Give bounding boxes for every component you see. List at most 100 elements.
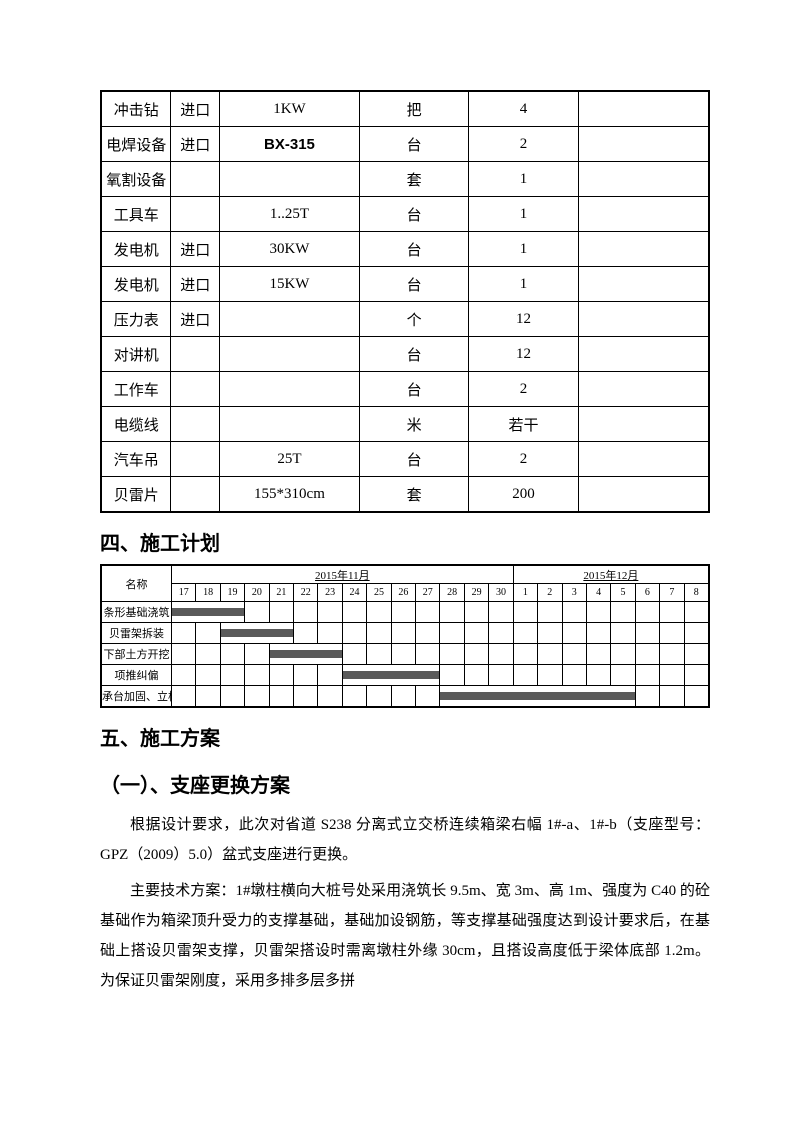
table-cell: 2 xyxy=(469,127,578,162)
table-cell: 1..25T xyxy=(220,197,360,232)
table-cell xyxy=(578,127,709,162)
gantt-cell xyxy=(562,665,586,686)
table-cell: 台 xyxy=(359,372,468,407)
table-row: 冲击钻进口1KW把4 xyxy=(101,91,709,127)
gantt-bar xyxy=(343,671,440,679)
gantt-cell xyxy=(342,602,366,623)
gantt-cell xyxy=(196,623,220,644)
table-cell: 155*310cm xyxy=(220,477,360,513)
table-cell: 台 xyxy=(359,127,468,162)
gantt-cell xyxy=(440,644,464,665)
gantt-cell xyxy=(586,644,610,665)
gantt-day-header: 24 xyxy=(342,584,366,602)
gantt-cell xyxy=(611,602,635,623)
gantt-cell xyxy=(196,644,220,665)
table-cell: 台 xyxy=(359,232,468,267)
table-cell: 电焊设备 xyxy=(101,127,171,162)
gantt-cell xyxy=(513,602,537,623)
gantt-cell xyxy=(416,602,440,623)
gantt-task-name: 条形基础浇筑 xyxy=(102,602,172,623)
gantt-cell xyxy=(464,665,488,686)
gantt-cell xyxy=(416,623,440,644)
gantt-cell xyxy=(440,623,464,644)
gantt-cell xyxy=(220,644,244,665)
gantt-cell xyxy=(269,665,293,686)
gantt-cell xyxy=(684,686,708,707)
table-cell: 25T xyxy=(220,442,360,477)
gantt-task-row: 承台加固、立柱包裹 xyxy=(102,686,709,707)
gantt-cell xyxy=(513,644,537,665)
equipment-table: 冲击钻进口1KW把4电焊设备进口BX-315台2氧割设备 套1工具车1..25T台… xyxy=(100,90,710,513)
table-cell: 2 xyxy=(469,372,578,407)
gantt-cell xyxy=(342,644,366,665)
gantt-cell xyxy=(684,623,708,644)
gantt-day-header: 8 xyxy=(684,584,708,602)
gantt-day-header: 20 xyxy=(245,584,269,602)
gantt-cell xyxy=(440,665,464,686)
section-5-1-heading: （一）、支座更换方案 xyxy=(100,769,710,798)
table-cell: 进口 xyxy=(171,91,220,127)
table-cell xyxy=(171,442,220,477)
gantt-day-header: 3 xyxy=(562,584,586,602)
gantt-cell xyxy=(342,623,366,644)
gantt-cell xyxy=(196,686,220,707)
gantt-cell xyxy=(660,665,684,686)
gantt-cell xyxy=(269,602,293,623)
gantt-task-name: 项推纠偏 xyxy=(102,665,172,686)
gantt-cell xyxy=(586,602,610,623)
table-cell: 2 xyxy=(469,442,578,477)
table-cell: 若干 xyxy=(469,407,578,442)
table-cell xyxy=(578,267,709,302)
gantt-cell xyxy=(684,602,708,623)
table-cell xyxy=(578,337,709,372)
gantt-cell xyxy=(635,665,659,686)
gantt-cell xyxy=(269,644,342,665)
gantt-cell xyxy=(562,623,586,644)
gantt-day-header: 30 xyxy=(489,584,513,602)
gantt-cell xyxy=(367,602,391,623)
table-cell xyxy=(578,477,709,513)
table-cell: 12 xyxy=(469,302,578,337)
gantt-cell xyxy=(391,602,415,623)
table-row: 工作车台2 xyxy=(101,372,709,407)
body-paragraph-2: 主要技术方案：1#墩柱横向大桩号处采用浇筑长 9.5m、宽 3m、高 1m、强度… xyxy=(100,876,710,996)
gantt-chart: 名称2015年11月2015年12月1718192021222324252627… xyxy=(100,564,710,708)
table-cell: 个 xyxy=(359,302,468,337)
table-cell: 电缆线 xyxy=(101,407,171,442)
gantt-cell xyxy=(513,665,537,686)
table-row: 汽车吊25T台2 xyxy=(101,442,709,477)
table-cell xyxy=(220,302,360,337)
table-cell: 台 xyxy=(359,267,468,302)
gantt-cell xyxy=(294,623,318,644)
gantt-cell xyxy=(660,686,684,707)
gantt-cell xyxy=(489,623,513,644)
gantt-cell xyxy=(318,623,342,644)
gantt-cell xyxy=(464,623,488,644)
table-cell: 1 xyxy=(469,197,578,232)
gantt-task-name: 贝雷架拆装 xyxy=(102,623,172,644)
gantt-cell xyxy=(489,602,513,623)
table-row: 氧割设备套1 xyxy=(101,162,709,197)
gantt-day-header: 7 xyxy=(660,584,684,602)
table-cell: 把 xyxy=(359,91,468,127)
table-row: 发电机进口30KW台1 xyxy=(101,232,709,267)
table-cell: 套 xyxy=(359,162,468,197)
table-row: 工具车1..25T台1 xyxy=(101,197,709,232)
gantt-cell xyxy=(269,686,293,707)
table-cell: 氧割设备 xyxy=(101,162,171,197)
table-cell: 进口 xyxy=(171,232,220,267)
table-cell xyxy=(220,407,360,442)
table-cell xyxy=(578,442,709,477)
gantt-cell xyxy=(294,602,318,623)
table-cell: 台 xyxy=(359,197,468,232)
gantt-cell xyxy=(196,665,220,686)
table-row: 压力表进口个12 xyxy=(101,302,709,337)
gantt-day-header: 26 xyxy=(391,584,415,602)
gantt-cell xyxy=(342,665,440,686)
gantt-cell xyxy=(342,686,366,707)
gantt-cell xyxy=(318,686,342,707)
gantt-day-header: 17 xyxy=(172,584,196,602)
table-row: 电焊设备进口BX-315台2 xyxy=(101,127,709,162)
table-cell: 1 xyxy=(469,232,578,267)
gantt-task-name: 下部土方开挖 xyxy=(102,644,172,665)
